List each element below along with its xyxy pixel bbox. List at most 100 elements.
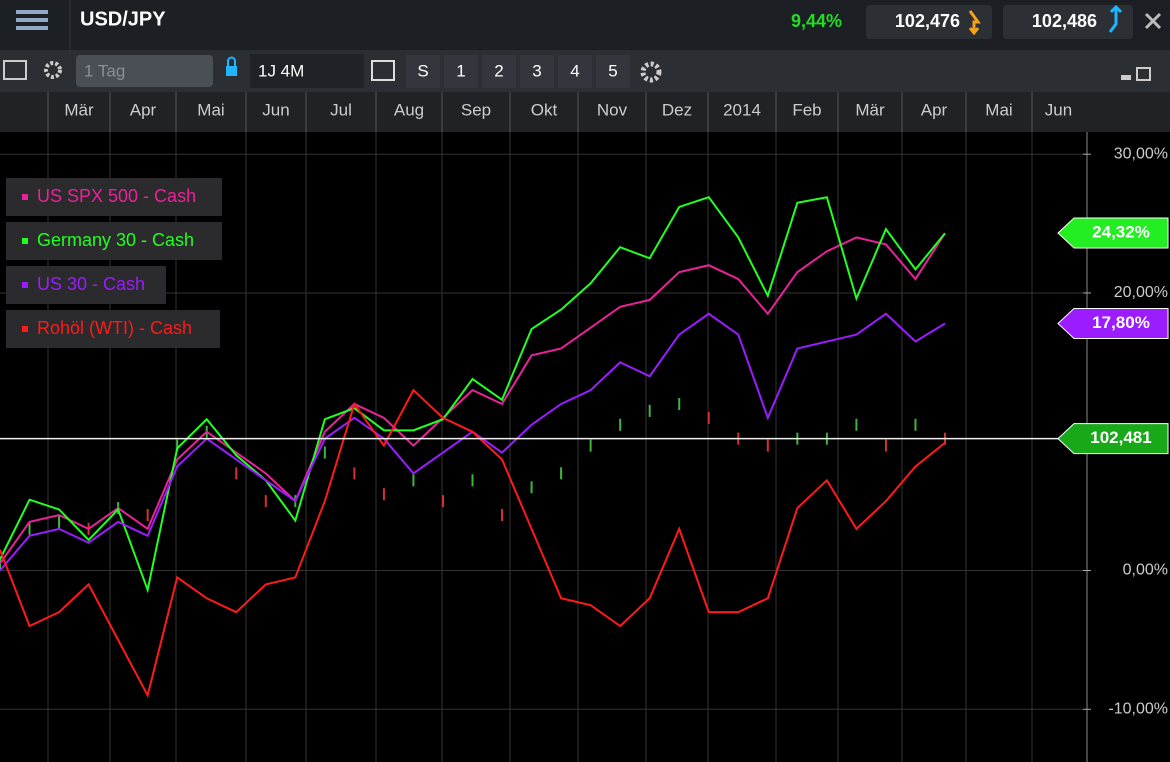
price-bar xyxy=(648,404,651,417)
list-icon[interactable] xyxy=(3,60,27,80)
price-bar xyxy=(382,488,385,501)
menu-bar xyxy=(16,10,48,14)
toolbar-button-label: 2 xyxy=(494,61,503,80)
legend-label: Germany 30 - Cash xyxy=(37,230,194,250)
legend-swatch xyxy=(22,194,28,200)
value-badge xyxy=(1057,307,1169,339)
legend-swatch xyxy=(22,326,28,332)
maximize-icon[interactable] xyxy=(1136,67,1151,81)
toolbar-button[interactable] xyxy=(444,55,478,88)
month-label: Okt xyxy=(531,100,558,119)
month-label: Dez xyxy=(662,100,692,119)
month-label: Aug xyxy=(394,100,424,119)
y-tick-label: 30,00% xyxy=(1114,145,1168,162)
lock-icon[interactable] xyxy=(226,66,237,76)
plot: 30,00% 20,00% 0,00% -10,00% 24,32% 17,80% 102,… xyxy=(0,132,1169,762)
price-bar xyxy=(264,495,267,508)
y-tick-label: 20,00% xyxy=(1114,284,1168,301)
toolbar-button[interactable] xyxy=(596,55,630,88)
toolbar-button-label: 4 xyxy=(570,61,579,80)
price-bar xyxy=(501,508,504,521)
period: 1J 4M xyxy=(258,61,304,80)
month-axis xyxy=(0,92,1170,132)
toolbar-button-label: 1 xyxy=(456,61,465,80)
toolbar-button[interactable] xyxy=(406,55,440,88)
month-label: 2014 xyxy=(723,100,761,119)
price-bar xyxy=(146,508,149,521)
y-tick-label: -10,00% xyxy=(1108,700,1168,717)
series-line xyxy=(0,196,946,594)
ask-price: 102,486 xyxy=(1032,11,1097,31)
settings-icon[interactable] xyxy=(44,61,62,79)
price-bar xyxy=(914,418,917,431)
price-bar xyxy=(530,481,533,494)
price-bar xyxy=(884,439,887,452)
close-button[interactable] xyxy=(1144,12,1162,30)
legend-swatch xyxy=(22,282,28,288)
toolbar-buttons: S 1 2 3 4 5 xyxy=(406,55,630,88)
price-bar xyxy=(323,446,326,459)
price-bar xyxy=(589,439,592,452)
menu-bar xyxy=(16,26,48,30)
month-label: Feb xyxy=(792,100,821,119)
legend-label: Rohöl (WTI) - Cash xyxy=(37,318,192,338)
interval-input[interactable] xyxy=(76,55,213,87)
month-label: Jun xyxy=(1045,100,1072,119)
month-label: Apr xyxy=(130,100,157,119)
toolbar-button[interactable] xyxy=(482,55,516,88)
price-bar xyxy=(855,418,858,431)
series-line xyxy=(0,312,946,572)
legend-box[interactable] xyxy=(6,178,222,216)
change: 9,44% xyxy=(791,11,842,31)
badge-label: 102,481 xyxy=(1090,428,1151,447)
month-label: Mär xyxy=(64,100,94,119)
legend-box[interactable] xyxy=(6,310,220,348)
up-arrow xyxy=(1108,4,1123,33)
toolbar-button[interactable] xyxy=(520,55,554,88)
calendar-icon[interactable] xyxy=(371,60,395,81)
price-bar xyxy=(678,397,681,410)
toolbar-button-label: 5 xyxy=(608,61,617,80)
month-label: Nov xyxy=(597,100,628,119)
legend-label: US 30 - Cash xyxy=(37,274,145,294)
legend-label: US SPX 500 - Cash xyxy=(37,186,196,206)
month-label: Mai xyxy=(985,100,1012,119)
price-bar xyxy=(441,495,444,508)
toolbar-button[interactable] xyxy=(558,55,592,88)
price-bar xyxy=(766,439,769,452)
price-bar xyxy=(28,522,31,535)
minimize-icon[interactable] xyxy=(1121,75,1131,80)
price-bar xyxy=(471,474,474,487)
price-bar xyxy=(58,515,61,528)
menu-bar xyxy=(16,18,48,22)
bid-price: 102,476 xyxy=(895,11,960,31)
down-arrow xyxy=(968,10,981,36)
month-label: Jun xyxy=(262,100,289,119)
y-tick-label: 0,00% xyxy=(1123,562,1168,579)
ask-button[interactable] xyxy=(1003,5,1133,39)
legend-box[interactable] xyxy=(6,266,166,304)
legend-box[interactable] xyxy=(6,222,222,260)
month-label: Jul xyxy=(330,100,352,119)
input-placeholder: 1 Tag xyxy=(84,61,125,80)
series-line xyxy=(0,388,946,699)
menu-button[interactable] xyxy=(16,10,48,30)
lock-shackle xyxy=(227,56,236,66)
header xyxy=(0,0,1170,50)
period-select[interactable] xyxy=(250,54,364,88)
month-label: Mär xyxy=(855,100,885,119)
series-line xyxy=(0,232,946,565)
badge-label: 24,32% xyxy=(1092,223,1150,242)
value-badge xyxy=(1057,217,1169,249)
month-label: Mai xyxy=(197,100,224,119)
toolbar-button-label: 3 xyxy=(532,61,541,80)
instrument-title: USD/JPY xyxy=(80,8,166,30)
month-label: Apr xyxy=(921,100,948,119)
price-bar xyxy=(412,474,415,487)
month-label: Sep xyxy=(461,100,491,119)
legend-swatch xyxy=(22,238,28,244)
price-bar xyxy=(560,467,563,480)
chart-settings-icon[interactable] xyxy=(640,61,662,83)
bid-button[interactable] xyxy=(866,5,992,39)
